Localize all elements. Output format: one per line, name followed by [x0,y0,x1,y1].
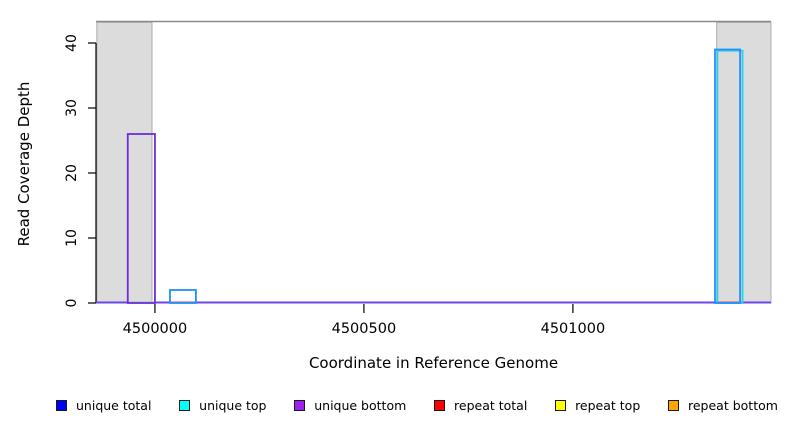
x-axis-title: Coordinate in Reference Genome [308,354,559,372]
legend-item-unique-bottom: unique bottom [294,398,406,413]
legend-item-repeat-total: repeat total [434,398,527,413]
right-shaded-region [716,21,772,304]
legend-swatch-unique-top [179,400,191,411]
x-tick-label: 4501000 [541,321,606,337]
legend-label: repeat total [454,398,528,413]
x-tick-label: 4500500 [332,321,397,337]
y-tick-label: 20 [64,164,80,182]
y-axis-title: Read Coverage Depth [15,81,33,247]
left-shaded-region [96,21,153,304]
bar-unique-total [714,48,741,304]
legend-swatch-repeat-total [434,400,446,411]
y-tick-label: 10 [64,229,80,247]
legend-swatch-unique-bottom [294,400,306,411]
legend-label: repeat top [575,398,641,413]
legend-swatch-repeat-bottom [668,400,679,411]
y-tick-label: 0 [64,299,80,308]
y-tick-label: 40 [64,34,80,52]
legend-swatch-unique-total [56,400,67,411]
bar-unique-total [169,289,197,304]
legend-swatch-repeat-top [555,400,567,411]
legend-label: repeat bottom [688,398,778,413]
legend: unique total unique top unique bottom repea… [0,398,792,413]
legend-item-repeat-top: repeat top [555,398,640,413]
legend-item-unique-top: unique top [179,398,266,413]
y-tick-label: 30 [64,99,80,117]
legend-label: unique total [76,398,152,413]
legend-item-repeat-bottom: repeat bottom [668,398,778,413]
x-tick-label: 4500000 [123,321,188,337]
legend-label: unique bottom [314,398,407,413]
legend-label: unique top [199,398,267,413]
bar-unique-bottom [126,133,156,304]
legend-item-unique-total: unique total [56,398,151,413]
